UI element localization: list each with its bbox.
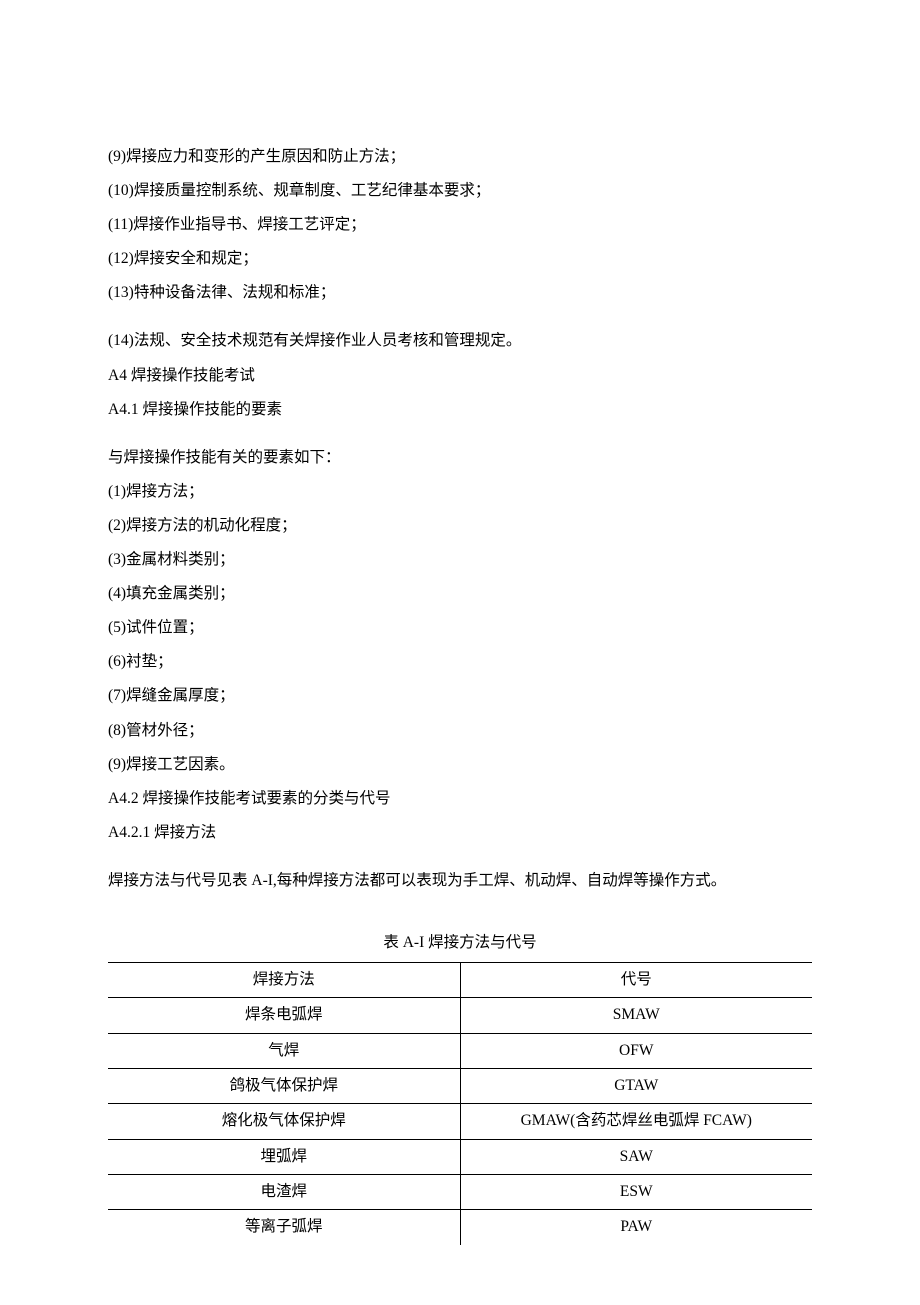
- paragraph-line: (9)焊接应力和变形的产生原因和防止方法；: [108, 140, 812, 174]
- paragraph-line: 与焊接操作技能有关的要素如下：: [108, 441, 812, 475]
- cell-method: 焊条电弧焊: [108, 998, 460, 1033]
- paragraph-line: 焊接方法与代号见表 A-I,每种焊接方法都可以表现为手工焊、机动焊、自动焊等操作…: [108, 864, 812, 898]
- table-row: 熔化极气体保护焊GMAW(含药芯焊丝电弧焊 FCAW): [108, 1104, 812, 1139]
- cell-code: SMAW: [460, 998, 812, 1033]
- paragraph-line: (6)衬垫；: [108, 645, 812, 679]
- cell-code: GTAW: [460, 1069, 812, 1104]
- cell-method: 电渣焊: [108, 1175, 460, 1210]
- welding-methods-table: 焊接方法代号焊条电弧焊SMAW气焊OFW鸽极气体保护焊GTAW熔化极气体保护焊G…: [108, 962, 812, 1245]
- paragraph-line: (14)法规、安全技术规范有关焊接作业人员考核和管理规定。: [108, 324, 812, 358]
- paragraph-line: (7)焊缝金属厚度；: [108, 679, 812, 713]
- table-row: 焊条电弧焊SMAW: [108, 998, 812, 1033]
- table-row: 鸽极气体保护焊GTAW: [108, 1069, 812, 1104]
- cell-method: 埋弧焊: [108, 1139, 460, 1174]
- cell-method: 熔化极气体保护焊: [108, 1104, 460, 1139]
- table-header-row: 焊接方法代号: [108, 963, 812, 998]
- paragraph-line: (2)焊接方法的机动化程度；: [108, 509, 812, 543]
- cell-method: 鸽极气体保护焊: [108, 1069, 460, 1104]
- paragraph-line: (4)填充金属类别；: [108, 577, 812, 611]
- cell-code: GMAW(含药芯焊丝电弧焊 FCAW): [460, 1104, 812, 1139]
- table-row: 等离子弧焊PAW: [108, 1210, 812, 1245]
- cell-method: 气焊: [108, 1033, 460, 1068]
- paragraph-line: (9)焊接工艺因素。: [108, 748, 812, 782]
- paragraph-line: A4.2.1 焊接方法: [108, 816, 812, 850]
- cell-code: ESW: [460, 1175, 812, 1210]
- paragraph-line: A4.1 焊接操作技能的要素: [108, 393, 812, 427]
- paragraph-line: (12)焊接安全和规定；: [108, 242, 812, 276]
- table-row: 电渣焊ESW: [108, 1175, 812, 1210]
- cell-code: OFW: [460, 1033, 812, 1068]
- table-row: 埋弧焊SAW: [108, 1139, 812, 1174]
- paragraph-line: (3)金属材料类别；: [108, 543, 812, 577]
- paragraph-line: (13)特种设备法律、法规和标准；: [108, 276, 812, 310]
- paragraph-line: (1)焊接方法；: [108, 475, 812, 509]
- table-caption: 表 A-I 焊接方法与代号: [108, 926, 812, 960]
- paragraph-line: (8)管材外径；: [108, 714, 812, 748]
- paragraph-line: (5)试件位置；: [108, 611, 812, 645]
- cell-code: PAW: [460, 1210, 812, 1245]
- paragraph-line: A4 焊接操作技能考试: [108, 359, 812, 393]
- paragraph-line: (10)焊接质量控制系统、规章制度、工艺纪律基本要求；: [108, 174, 812, 208]
- col-method-header: 焊接方法: [108, 963, 460, 998]
- paragraph-line: (11)焊接作业指导书、焊接工艺评定；: [108, 208, 812, 242]
- col-code-header: 代号: [460, 963, 812, 998]
- body-text: (9)焊接应力和变形的产生原因和防止方法；(10)焊接质量控制系统、规章制度、工…: [108, 140, 812, 898]
- cell-code: SAW: [460, 1139, 812, 1174]
- table-row: 气焊OFW: [108, 1033, 812, 1068]
- cell-method: 等离子弧焊: [108, 1210, 460, 1245]
- paragraph-line: A4.2 焊接操作技能考试要素的分类与代号: [108, 782, 812, 816]
- document-page: (9)焊接应力和变形的产生原因和防止方法；(10)焊接质量控制系统、规章制度、工…: [0, 0, 920, 1305]
